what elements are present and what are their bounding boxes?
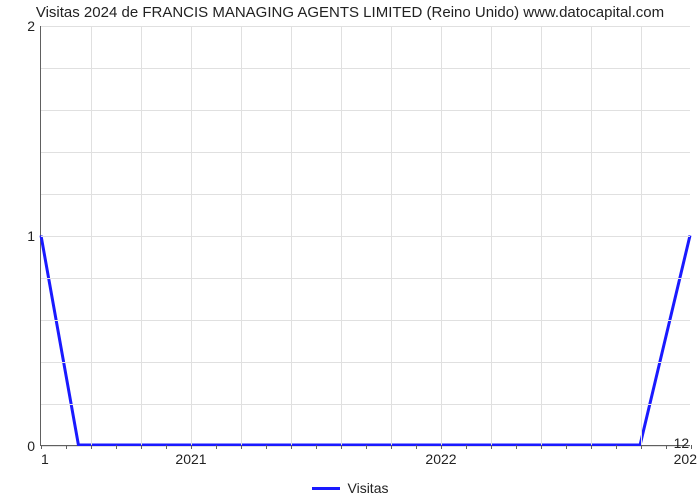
grid-h <box>41 278 690 279</box>
legend-swatch <box>312 487 340 490</box>
x-minor-tick <box>291 445 292 449</box>
y-tick-label: 0 <box>15 438 35 454</box>
x-minor-tick <box>666 445 667 449</box>
grid-v <box>391 26 392 445</box>
x-minor-tick <box>116 445 117 449</box>
x-minor-tick <box>316 445 317 449</box>
chart-container: Visitas 2024 de FRANCIS MANAGING AGENTS … <box>0 0 700 500</box>
grid-v <box>191 26 192 445</box>
grid-v <box>591 26 592 445</box>
x-minor-tick <box>616 445 617 449</box>
x-tick-label: 2022 <box>425 451 456 467</box>
grid-v <box>441 26 442 445</box>
x-minor-tick <box>491 445 492 449</box>
x-minor-tick <box>66 445 67 449</box>
x-minor-tick <box>141 445 142 449</box>
x-minor-tick <box>241 445 242 449</box>
x-right-label: 12 202 <box>674 435 697 467</box>
x-minor-tick <box>516 445 517 449</box>
x-minor-tick <box>91 445 92 449</box>
grid-v <box>291 26 292 445</box>
grid-h <box>41 194 690 195</box>
y-tick-label: 1 <box>15 228 35 244</box>
x-minor-tick <box>191 445 192 449</box>
grid-v <box>341 26 342 445</box>
x-minor-tick <box>441 445 442 449</box>
grid-h <box>41 362 690 363</box>
series-line <box>41 236 690 446</box>
grid-v <box>91 26 92 445</box>
x-tick-label: 2021 <box>175 451 206 467</box>
grid-v <box>641 26 642 445</box>
x-minor-tick <box>166 445 167 449</box>
grid-v <box>241 26 242 445</box>
grid-h <box>41 152 690 153</box>
x-minor-tick <box>591 445 592 449</box>
chart-title: Visitas 2024 de FRANCIS MANAGING AGENTS … <box>0 4 700 21</box>
x-minor-tick <box>341 445 342 449</box>
x-minor-tick <box>391 445 392 449</box>
x-minor-tick <box>466 445 467 449</box>
x-minor-tick <box>541 445 542 449</box>
x-minor-tick <box>641 445 642 449</box>
x-minor-tick <box>566 445 567 449</box>
grid-h <box>41 320 690 321</box>
x-minor-tick <box>416 445 417 449</box>
grid-h <box>41 110 690 111</box>
y-tick-label: 2 <box>15 18 35 34</box>
plot-area: 01220212022112 202 <box>40 26 690 446</box>
x-left-label: 1 <box>41 451 49 467</box>
grid-v <box>491 26 492 445</box>
x-minor-tick <box>266 445 267 449</box>
grid-v <box>541 26 542 445</box>
legend-label: Visitas <box>348 480 389 496</box>
grid-h <box>41 68 690 69</box>
grid-h <box>41 404 690 405</box>
legend: Visitas <box>0 480 700 496</box>
x-minor-tick <box>41 445 42 449</box>
grid-v <box>141 26 142 445</box>
x-minor-tick <box>216 445 217 449</box>
grid-h <box>41 236 690 237</box>
x-minor-tick <box>366 445 367 449</box>
grid-h <box>41 26 690 27</box>
